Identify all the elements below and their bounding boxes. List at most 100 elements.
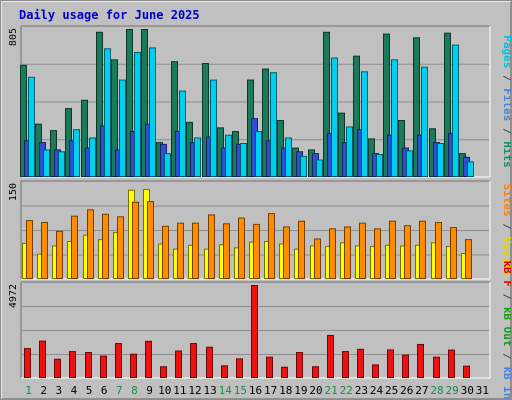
bar-pages-day-7 bbox=[119, 79, 126, 177]
bar-sites-day-21 bbox=[329, 228, 336, 279]
bar-pages-day-6 bbox=[104, 48, 111, 178]
x-tick-label: 7 bbox=[116, 384, 123, 397]
bar-pages-day-18 bbox=[285, 137, 292, 177]
x-tick-label: 31 bbox=[476, 384, 489, 397]
bar-pages-day-24 bbox=[376, 154, 383, 177]
bar-kb-f-day-20 bbox=[312, 366, 319, 378]
x-tick-label: 26 bbox=[400, 384, 413, 397]
x-tick-label: 11 bbox=[173, 384, 186, 397]
bar-sites-day-23 bbox=[359, 222, 366, 279]
x-tick-label: 5 bbox=[86, 384, 93, 397]
bar-pages-day-29 bbox=[452, 44, 459, 177]
bar-sites-day-9 bbox=[147, 201, 154, 280]
bar-pages-day-11 bbox=[179, 90, 186, 177]
bar-kb-f-day-9 bbox=[145, 340, 152, 379]
bar-kb-f-day-13 bbox=[206, 346, 213, 378]
bar-hits-day-5 bbox=[81, 99, 88, 177]
bar-pages-day-19 bbox=[300, 155, 307, 178]
bar-kb-f-day-17 bbox=[266, 356, 273, 378]
x-tick-label: 12 bbox=[188, 384, 201, 397]
bar-kb-f-day-29 bbox=[448, 349, 455, 379]
bar-hits-day-7 bbox=[111, 59, 118, 177]
bar-sites-day-1 bbox=[26, 220, 33, 280]
legend-entry: Sites bbox=[501, 184, 511, 217]
bar-pages-day-5 bbox=[89, 137, 96, 177]
bar-kb-f-day-6 bbox=[100, 355, 107, 378]
x-tick-label: 18 bbox=[279, 384, 292, 397]
x-tick-label: 4 bbox=[71, 384, 78, 397]
bar-kb-f-day-18 bbox=[281, 366, 288, 379]
bar-hits-day-23 bbox=[353, 55, 360, 177]
bar-kb-f-day-1 bbox=[24, 348, 31, 379]
bar-sites-day-11 bbox=[177, 222, 184, 279]
x-tick-label: 27 bbox=[415, 384, 428, 397]
bar-kb-f-day-16 bbox=[251, 285, 258, 378]
bar-sites-day-19 bbox=[298, 220, 305, 280]
legend-entry: Files bbox=[501, 88, 511, 121]
bar-pages-day-12 bbox=[194, 137, 201, 177]
legend-entry: kB F bbox=[501, 260, 511, 287]
bar-pages-day-16 bbox=[255, 131, 262, 177]
bar-kb-f-day-23 bbox=[357, 348, 364, 378]
bar-pages-day-30 bbox=[467, 161, 474, 177]
x-tick-label: 22 bbox=[340, 384, 353, 397]
bar-kb-f-day-28 bbox=[433, 356, 440, 378]
bar-pages-day-9 bbox=[149, 47, 156, 178]
legend-entry: / bbox=[501, 68, 511, 88]
bar-sites-day-28 bbox=[435, 222, 442, 279]
legend-entry: / bbox=[501, 217, 511, 237]
bar-kb-f-day-30 bbox=[463, 365, 470, 379]
x-tick-label: 20 bbox=[309, 384, 322, 397]
bar-hits-day-29 bbox=[444, 32, 451, 177]
bar-sites-day-22 bbox=[344, 226, 351, 279]
bar-kb-f-day-2 bbox=[39, 340, 46, 379]
legend-entry: / bbox=[501, 121, 511, 141]
bar-pages-day-26 bbox=[406, 150, 413, 177]
bar-pages-day-4 bbox=[73, 129, 80, 178]
bar-sites-day-30 bbox=[465, 239, 472, 280]
x-tick-label: 2 bbox=[40, 384, 47, 397]
x-tick-label: 10 bbox=[158, 384, 171, 397]
bar-pages-day-23 bbox=[361, 71, 368, 177]
x-tick-label: 29 bbox=[446, 384, 459, 397]
panel-kbytes-legend: kB F / kB Out / kB In bbox=[501, 260, 511, 399]
bar-kb-f-day-10 bbox=[160, 366, 167, 378]
bar-sites-day-2 bbox=[41, 222, 48, 279]
bar-kb-f-day-3 bbox=[54, 358, 61, 378]
bar-kb-f-day-5 bbox=[85, 352, 92, 378]
bar-hits-day-8 bbox=[126, 29, 133, 177]
bar-hits-day-13 bbox=[202, 63, 209, 177]
legend-entry: kB Out bbox=[501, 307, 511, 347]
legend-entry: / bbox=[501, 287, 511, 307]
x-tick-label: 17 bbox=[264, 384, 277, 397]
bar-sites-day-10 bbox=[162, 225, 169, 280]
bar-pages-day-21 bbox=[331, 57, 338, 177]
x-tick-label: 28 bbox=[430, 384, 443, 397]
x-tick-label: 1 bbox=[25, 384, 32, 397]
bar-kb-f-day-7 bbox=[115, 343, 122, 378]
bar-hits-day-27 bbox=[413, 37, 420, 178]
bar-sites-day-7 bbox=[117, 216, 124, 280]
bar-kb-f-day-21 bbox=[327, 334, 334, 379]
bar-pages-day-25 bbox=[391, 59, 398, 177]
bar-kb-f-day-15 bbox=[236, 358, 243, 378]
x-tick-label: 21 bbox=[325, 384, 338, 397]
bar-kb-f-day-11 bbox=[175, 350, 182, 379]
bar-pages-day-20 bbox=[316, 159, 323, 178]
bar-sites-day-17 bbox=[268, 213, 275, 279]
bar-kb-f-day-26 bbox=[402, 354, 409, 379]
bar-pages-day-8 bbox=[134, 51, 141, 177]
bar-sites-day-15 bbox=[238, 217, 245, 279]
bar-sites-day-27 bbox=[419, 220, 426, 280]
bar-sites-day-25 bbox=[389, 220, 396, 280]
x-tick-label: 6 bbox=[101, 384, 108, 397]
x-tick-label: 15 bbox=[234, 384, 247, 397]
bar-pages-day-28 bbox=[437, 142, 444, 177]
panel-hits-legend: Pages / Files / Hits bbox=[501, 35, 511, 168]
x-tick-label: 19 bbox=[294, 384, 307, 397]
bar-hits-day-21 bbox=[323, 31, 330, 177]
x-tick-label: 14 bbox=[219, 384, 233, 397]
legend-entry: kB In bbox=[501, 366, 511, 399]
